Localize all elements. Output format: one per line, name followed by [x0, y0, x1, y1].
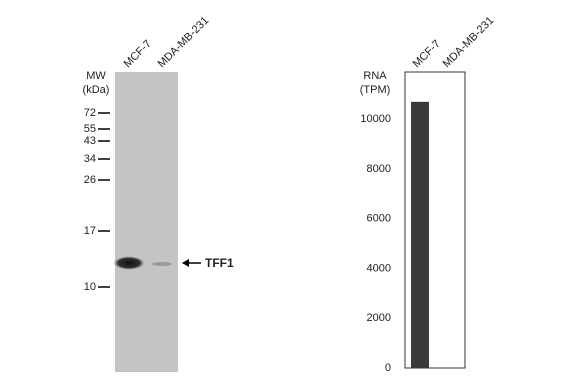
blot-membrane: [115, 72, 178, 372]
x-tick-label: MCF-7: [411, 38, 443, 70]
y-tick-label: 6000: [367, 213, 391, 225]
band-label: TFF1: [205, 256, 234, 270]
lane-label: MDA-MB-231: [156, 15, 212, 71]
y-axis-label: RNA: [363, 70, 387, 82]
mw-unit: (kDa): [83, 84, 110, 96]
mw-marker-label: 55: [84, 123, 96, 135]
mw-marker-label: 17: [84, 225, 96, 237]
y-tick-label: 4000: [367, 262, 391, 274]
mw-marker-label: 34: [84, 153, 96, 165]
plot-frame: [404, 71, 466, 369]
bar: [411, 101, 429, 368]
x-tick-label: MDA-MB-231: [441, 15, 497, 71]
y-tick-label: 8000: [367, 163, 391, 175]
mw-marker-label: 26: [84, 174, 96, 186]
y-axis-label: (TPM): [360, 84, 391, 96]
mw-label: MW: [86, 70, 106, 82]
mw-marker-label: 72: [84, 107, 96, 119]
arrow-head: [182, 259, 189, 267]
blot-band: [113, 256, 145, 270]
mw-marker-label: 43: [84, 135, 96, 147]
y-tick-label: 0: [385, 362, 391, 374]
mw-marker-label: 10: [84, 281, 96, 293]
lane-label: MCF-7: [122, 38, 154, 70]
y-tick-label: 10000: [360, 113, 391, 125]
blot-band-faint: [152, 262, 172, 266]
y-tick-label: 2000: [367, 312, 391, 324]
